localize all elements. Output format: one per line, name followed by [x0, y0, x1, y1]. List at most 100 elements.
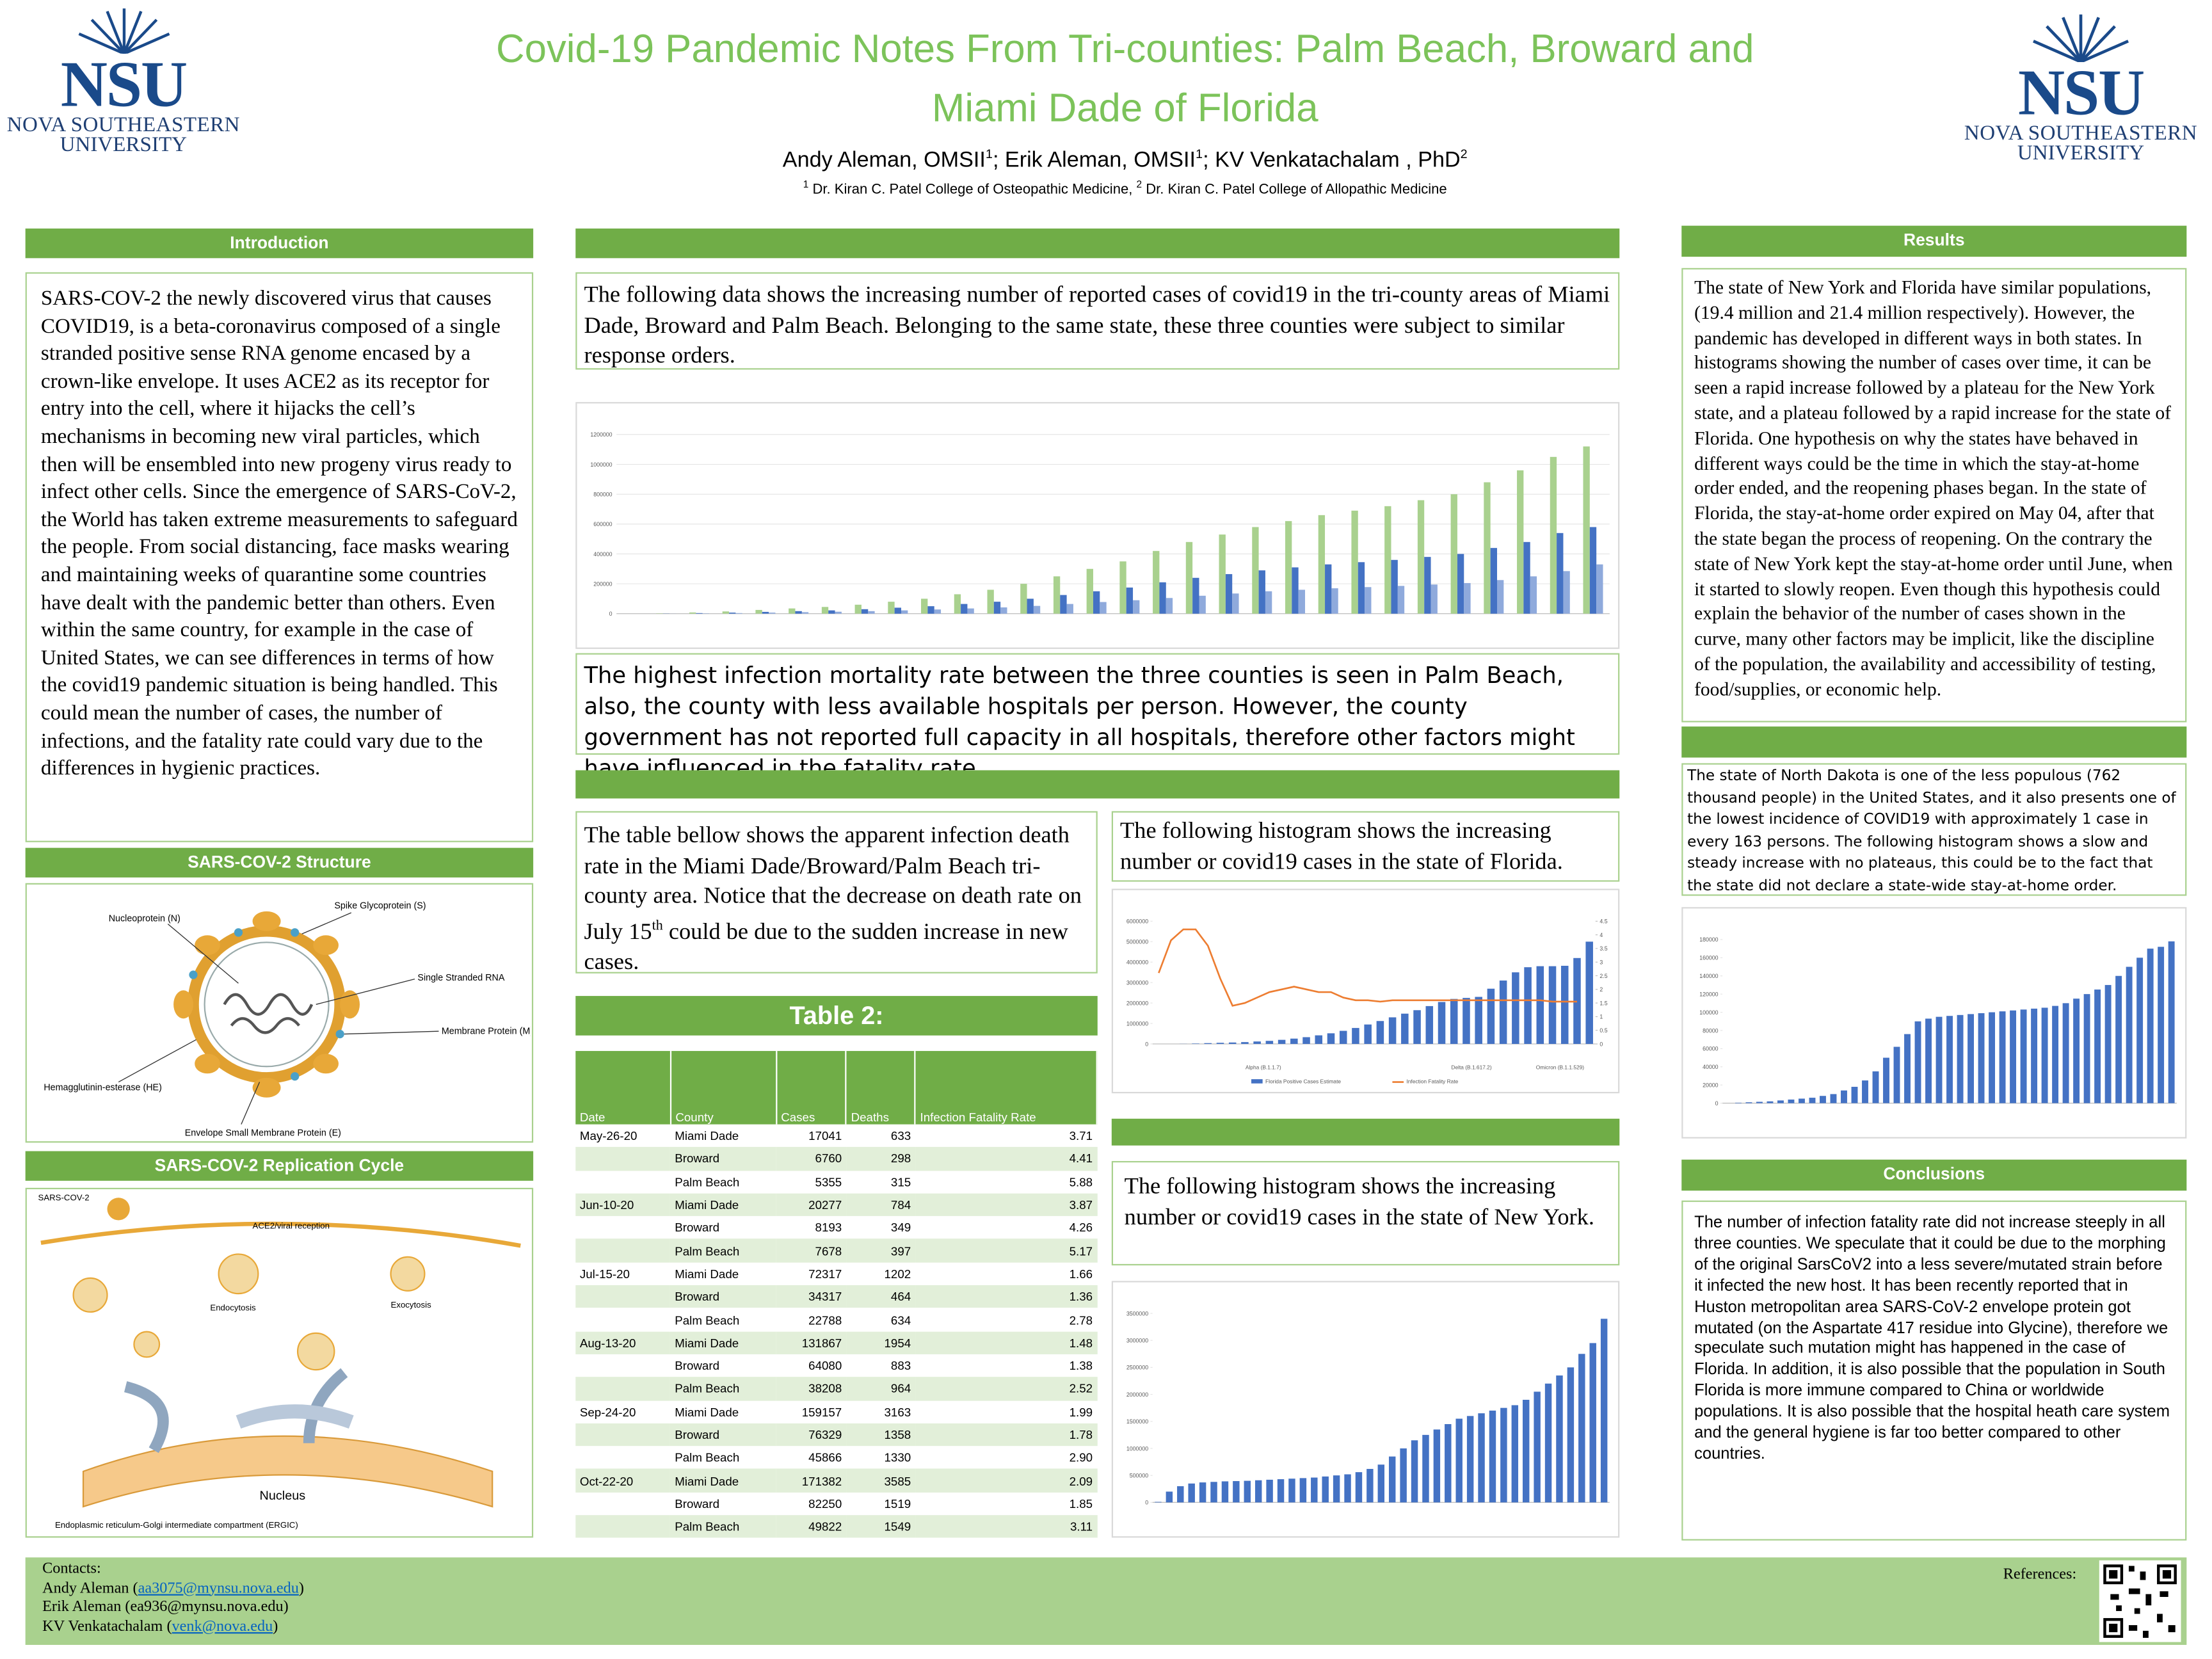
- bar: [1377, 1464, 1385, 1503]
- section-heading: SARS-COV-2 Replication Cycle: [25, 1151, 534, 1181]
- bar: [1536, 966, 1544, 1045]
- bar: [1265, 1041, 1274, 1045]
- bar: [1563, 571, 1570, 614]
- bar: [1511, 1405, 1519, 1503]
- table-cell: [575, 1447, 670, 1470]
- contact: KV Venkatachalam (venk@nova.edu): [42, 1617, 2170, 1637]
- y-tick-label: 500000: [1130, 1472, 1148, 1479]
- bar: [769, 613, 776, 614]
- table-cell: 131867: [776, 1331, 846, 1354]
- y2-tick-label: 1.5: [1599, 1000, 1607, 1006]
- section-heading: Introduction: [25, 228, 534, 259]
- table-cell: 6760: [776, 1147, 846, 1171]
- bar: [1266, 1479, 1273, 1503]
- y-tick-label: 1500000: [1126, 1418, 1148, 1425]
- table-cell: 4.41: [915, 1147, 1097, 1171]
- table-cell: May-26-20: [579, 1128, 637, 1143]
- table-cell: Palm Beach: [670, 1377, 776, 1400]
- y-tick-label: 160000: [1699, 955, 1718, 961]
- y-tick-label: 2000000: [1126, 1000, 1148, 1006]
- contact-name: KV Venkatachalam (: [42, 1617, 172, 1635]
- y-tick-label: 40000: [1703, 1064, 1719, 1070]
- column-header: County: [670, 1051, 777, 1125]
- bar: [1265, 591, 1272, 614]
- author: ; KV Venkatachalam , PhD: [1203, 148, 1461, 173]
- bar: [1548, 966, 1557, 1045]
- bar: [2094, 990, 2101, 1103]
- table-cell: 3.11: [915, 1515, 1097, 1539]
- annotation: Omicron (B.1.1.529): [1536, 1064, 1584, 1071]
- affiliations: 1 Dr. Kiran C. Patel College of Osteopat…: [353, 180, 1897, 198]
- chart: Covid 19 in the State of Florida01000000…: [1126, 918, 1608, 1085]
- table-cell: Broward: [670, 1285, 776, 1309]
- table-cell: 20277: [776, 1193, 846, 1217]
- bar: [755, 609, 762, 614]
- y-tick-label: 4000000: [1126, 959, 1148, 965]
- bar: [1199, 1482, 1206, 1503]
- bar: [1221, 1481, 1229, 1503]
- bar: [1333, 1475, 1340, 1503]
- bar: [1302, 1037, 1310, 1045]
- bar: [1133, 600, 1140, 614]
- bar: [1464, 582, 1471, 614]
- contacts: Andy Aleman (aa3075@mynsu.nova.edu) Erik …: [42, 1579, 2170, 1636]
- table-cell: 7678: [776, 1239, 846, 1263]
- bar: [1053, 576, 1061, 614]
- table-cell: [575, 1515, 671, 1539]
- bar: [1788, 1099, 1795, 1103]
- references-label: References:: [2003, 1566, 2077, 1583]
- table-row: Broward 34317 464 1.36: [575, 1285, 1097, 1309]
- column-header: Date: [575, 1051, 671, 1125]
- bar: [1331, 588, 1338, 614]
- bar: [1339, 1030, 1347, 1045]
- y-tick-label: 0: [1715, 1100, 1719, 1107]
- bar: [954, 594, 961, 614]
- chart: Positive Cases Estimate02000004000006000…: [590, 431, 1610, 617]
- table-cell: 784: [846, 1193, 915, 1217]
- bar: [1596, 564, 1603, 614]
- bar: [1315, 1035, 1323, 1045]
- bar: [1192, 577, 1199, 614]
- bar: [934, 609, 942, 614]
- header-row: Date County Cases Deaths Infection Fatality …: [575, 1051, 1098, 1125]
- bar: [1364, 1024, 1372, 1045]
- table-cell: 464: [846, 1285, 915, 1309]
- bar: [961, 604, 968, 614]
- bar: [2010, 1010, 2017, 1103]
- table-row: Palm Beach 38208 964 2.52: [575, 1377, 1097, 1400]
- table-cell: 1358: [846, 1423, 915, 1447]
- bar: [927, 606, 934, 614]
- table-cell: Broward: [670, 1423, 776, 1447]
- bar: [1893, 1046, 1900, 1103]
- center-text: The following data shows the increasing …: [575, 272, 1620, 370]
- table-cell: 1.38: [1069, 1358, 1093, 1373]
- bar: [1322, 1476, 1329, 1503]
- table-cell: 5.88: [1069, 1174, 1093, 1189]
- bar: [1086, 568, 1093, 614]
- table-title: Table 2:: [575, 996, 1098, 1036]
- diagram-label: Hemagglutinin-esterase (HE): [44, 1083, 162, 1093]
- table-cell: [575, 1285, 671, 1309]
- contact-email[interactable]: aa3075@mynsu.nova.edu: [138, 1579, 299, 1596]
- table-row: Jul-15-20 Miami Dade 72317 1202 1.66: [575, 1262, 1096, 1285]
- diagram-label: Envelope Small Membrane Protein (E): [185, 1128, 341, 1138]
- table-row: Broward 8193 349 4.26: [575, 1216, 1096, 1239]
- center-text: The following histogram shows the increa…: [1111, 1160, 1620, 1266]
- bar: [1455, 1418, 1463, 1503]
- bar: [2104, 984, 2112, 1103]
- text-superscript: th: [652, 917, 663, 933]
- bar: [1000, 607, 1007, 614]
- bar: [1925, 1018, 1932, 1103]
- diagram-label: Endoplasmic reticulum-Golgi intermediate…: [55, 1520, 298, 1530]
- line-series: [1158, 928, 1577, 1007]
- contact-name: Erik Aleman (ea936@mynsu.nova.edu): [42, 1598, 289, 1615]
- chart-box: Covid-19 Positive Cases Estimate North D…: [1681, 907, 2187, 1139]
- contact-email[interactable]: venk@nova.edu: [172, 1617, 273, 1635]
- bar: [1544, 1383, 1552, 1503]
- bar: [2126, 966, 2133, 1103]
- logo-sunburst: [2033, 14, 2129, 62]
- table-cell: 22788: [808, 1312, 842, 1327]
- text-part: The table bellow shows the apparent infe…: [584, 821, 1082, 944]
- y2-tick-label: 4: [1599, 932, 1603, 938]
- table-row: Broward 76329 1358 1.78: [575, 1423, 1097, 1447]
